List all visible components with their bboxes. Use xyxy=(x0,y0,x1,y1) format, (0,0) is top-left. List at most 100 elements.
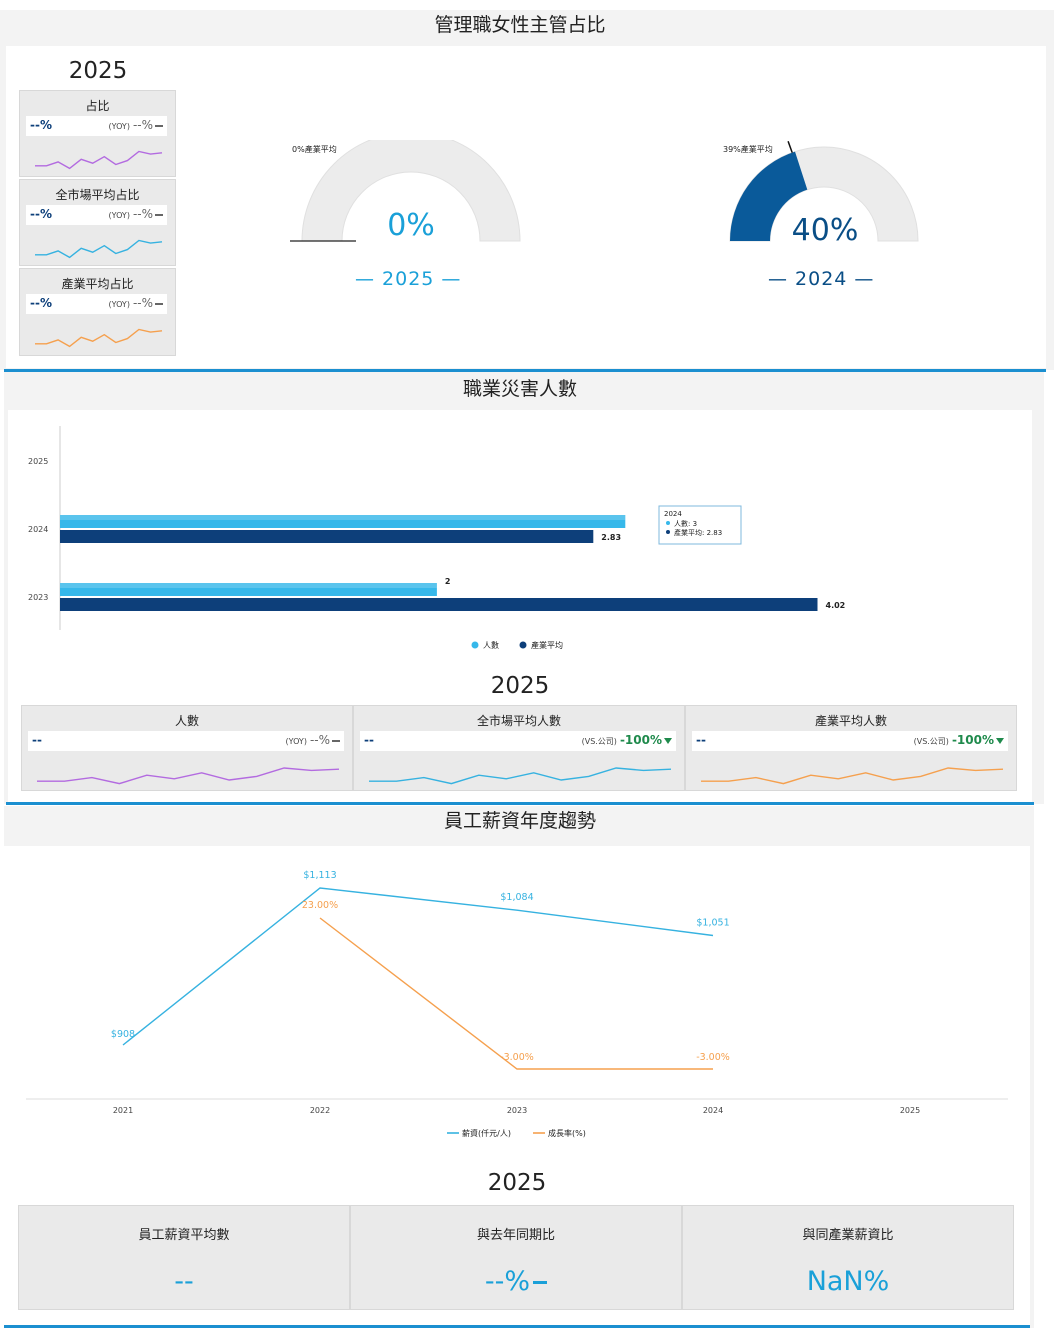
sparkline-path xyxy=(37,767,340,785)
kpi-yoy: (YOY) --% xyxy=(108,207,163,221)
yoy-tag: (YOY) xyxy=(108,122,130,131)
data-label-salary: $908 xyxy=(111,1029,135,1040)
bar-data-label: 4.02 xyxy=(826,601,846,610)
y-tick-label: 2023 xyxy=(28,593,48,602)
injuries-kpi-year: 2025 xyxy=(490,673,550,699)
kpi-label: 占比 xyxy=(85,99,110,113)
gauge-industry-label: 0%產業平均 xyxy=(292,144,337,154)
bar xyxy=(60,515,626,528)
gauge-year-2025: — 2025 — xyxy=(355,268,462,290)
sparkline xyxy=(35,328,163,348)
y-tick-label: 2024 xyxy=(28,525,48,534)
tooltip-line: 產業平均: 2.83 xyxy=(674,528,722,537)
kpi-value: --% xyxy=(30,296,52,310)
yoy-tag: (YOY) xyxy=(108,300,130,309)
section-divider xyxy=(4,369,1046,372)
kpi-label: 全市場平均人數 xyxy=(476,714,561,728)
section-title-salary: 員工薪資年度趨勢 xyxy=(443,810,596,832)
yoy-value: --% xyxy=(132,118,153,132)
tooltip-title: 2024 xyxy=(664,510,682,518)
y-tick-label: 2025 xyxy=(28,457,48,466)
sparkline-path xyxy=(701,767,1004,785)
summary-value-text: --% xyxy=(484,1266,531,1297)
kpi-yoy: (YOY) --% xyxy=(108,118,163,132)
tooltip-box xyxy=(658,505,742,545)
kpi-value: -- xyxy=(32,733,42,747)
tooltip-marker xyxy=(666,521,670,525)
tooltip-line: 人數: 3 xyxy=(674,519,697,528)
sparkline-path xyxy=(35,328,163,348)
kpi-card: 產業平均占比 --% (YOY) --% xyxy=(19,268,176,356)
summary-value: --% xyxy=(351,1266,681,1297)
kpi-card: 全市場平均占比 --% (YOY) --% xyxy=(19,179,176,266)
sparkline xyxy=(35,150,163,170)
section-divider xyxy=(6,802,1034,805)
data-label-salary: $1,051 xyxy=(696,918,729,929)
kpi-value-row: --% (YOY) --% xyxy=(26,116,167,136)
data-label-growth: -3.00% xyxy=(500,1052,534,1063)
legend-label: 產業平均 xyxy=(531,640,563,650)
series-line-salary xyxy=(122,887,714,1046)
dash-icon xyxy=(155,213,163,216)
kpi-value: -- xyxy=(696,733,706,747)
summary-value-text: NaN% xyxy=(806,1266,890,1297)
delta-tag: (VS.公司) xyxy=(581,737,617,746)
legend-marker xyxy=(519,641,527,649)
kpi-value: --% xyxy=(30,118,52,132)
sparkline xyxy=(35,239,163,259)
bar-data-label: 2.83 xyxy=(601,533,621,542)
kpi-label: 全市場平均占比 xyxy=(55,188,140,202)
kpi-year: 2025 xyxy=(68,58,128,84)
dash-icon xyxy=(155,302,163,305)
yoy-value: --% xyxy=(132,296,153,310)
gauge-track xyxy=(301,140,521,242)
x-tick-label: 2023 xyxy=(507,1106,527,1115)
delta-value: --% xyxy=(309,733,330,747)
gauge-value: 40% xyxy=(792,213,859,248)
section-divider xyxy=(4,1325,1030,1328)
gauge-industry-label: 39%產業平均 xyxy=(723,144,773,154)
section-title-female-managers: 管理職女性主管占比 xyxy=(434,14,606,36)
kpi-value: -- xyxy=(364,733,374,747)
kpi-value-row: --% (YOY) --% xyxy=(26,294,167,314)
delta-value: -100% xyxy=(951,733,994,747)
dash-icon xyxy=(332,739,340,742)
gauge-2024: 39%產業平均 40% xyxy=(723,141,919,248)
kpi-label: 人數 xyxy=(174,714,199,728)
data-label-salary: $1,084 xyxy=(500,892,533,903)
bar xyxy=(60,598,818,611)
dash-icon xyxy=(533,1281,548,1284)
summary-card: 與去年同期比 --% xyxy=(350,1205,682,1310)
kpi-value-row: -- (YOY) --% xyxy=(28,731,344,751)
legend-marker xyxy=(471,641,479,649)
salary-kpi-year: 2025 xyxy=(487,1170,547,1196)
delta-tag: (YOY) xyxy=(285,737,307,746)
x-tick-label: 2025 xyxy=(900,1106,920,1115)
sparkline xyxy=(369,767,672,785)
kpi-card: 占比 --% (YOY) --% xyxy=(19,90,176,177)
kpi-label: 產業平均人數 xyxy=(814,714,887,728)
bar-highlight xyxy=(60,515,626,520)
kpi-label: 產業平均占比 xyxy=(61,277,134,291)
sparkline xyxy=(37,767,340,785)
kpi-delta: (VS.公司) -100% xyxy=(914,733,1004,747)
summary-label: 與同產業薪資比 xyxy=(802,1228,894,1243)
kpi-value: --% xyxy=(30,207,52,221)
kpi-card: 產業平均人數 -- (VS.公司) -100% xyxy=(685,705,1017,791)
data-label-growth: 23.00% xyxy=(302,900,338,911)
kpi-value-row: -- (VS.公司) -100% xyxy=(692,731,1008,751)
gauge-2025: 0%產業平均 0% xyxy=(290,140,521,243)
data-label-salary: $1,113 xyxy=(303,870,336,881)
summary-label: 員工薪資平均數 xyxy=(138,1228,230,1243)
kpi-yoy: (YOY) --% xyxy=(108,296,163,310)
bar-highlight xyxy=(60,583,437,588)
yoy-value: --% xyxy=(132,207,153,221)
kpi-delta: (VS.公司) -100% xyxy=(582,733,672,747)
x-tick-label: 2021 xyxy=(113,1106,133,1115)
sparkline-path xyxy=(369,767,672,785)
down-triangle-icon xyxy=(664,737,672,744)
yoy-tag: (YOY) xyxy=(108,211,130,220)
series-line-growth xyxy=(319,917,713,1070)
